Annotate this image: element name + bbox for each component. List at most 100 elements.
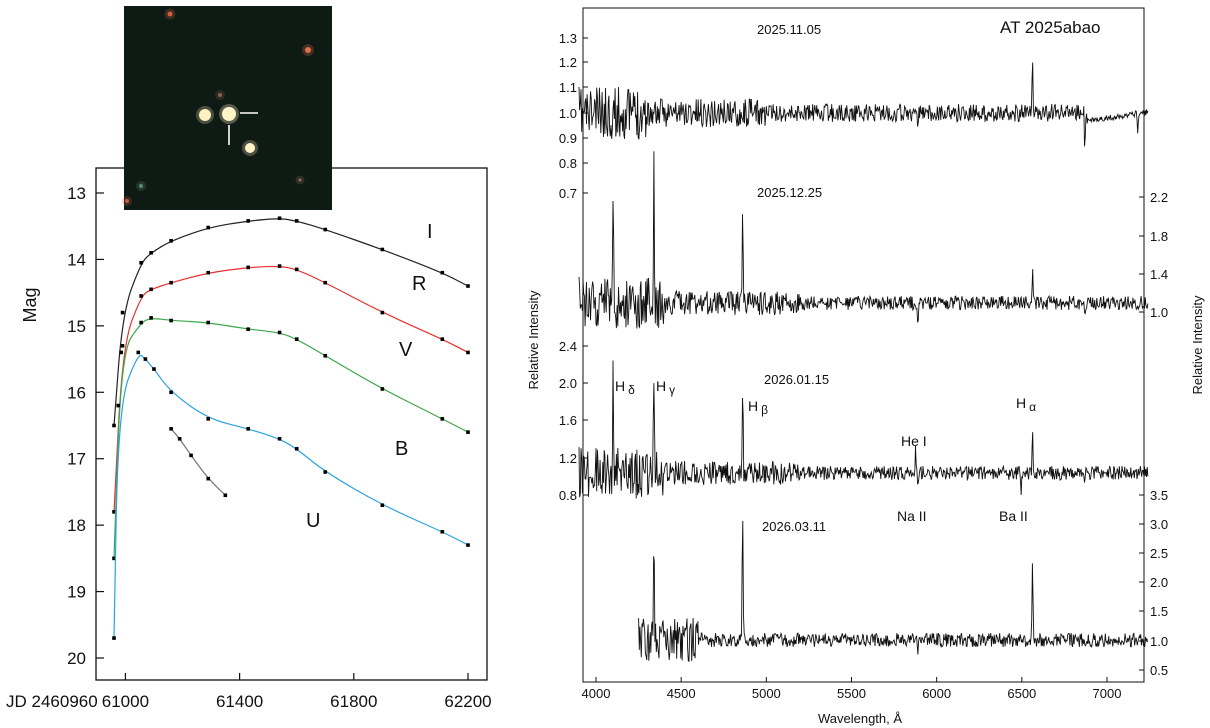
series-r-point bbox=[206, 270, 211, 275]
sky-image-inset bbox=[122, 6, 332, 210]
spectra-x-ticks: 4000 4500 5000 5500 6000 6500 7000 bbox=[582, 677, 1121, 701]
series-r-point bbox=[112, 510, 116, 514]
x-tick-label: 5500 bbox=[837, 686, 866, 701]
series-v-point bbox=[206, 320, 211, 325]
spectrum-date: 2025.12.25 bbox=[757, 185, 822, 200]
series-i-curve bbox=[113, 218, 469, 426]
sky-star bbox=[199, 109, 211, 121]
series-r-point bbox=[466, 350, 470, 355]
line-id-subscript: δ bbox=[628, 383, 635, 397]
x-axis-prefix: JD 2460960 bbox=[6, 692, 98, 711]
y-tick-label: 18 bbox=[67, 516, 86, 535]
y-tick-label: 1.4 bbox=[1150, 267, 1168, 282]
series-u-point bbox=[177, 436, 182, 441]
series-b-point bbox=[112, 636, 116, 640]
series-v-point bbox=[277, 330, 282, 335]
y-tick-label: 2.0 bbox=[1150, 575, 1168, 590]
sky-star bbox=[245, 143, 255, 153]
series-i-point bbox=[112, 423, 116, 428]
y-tick-label: 1.6 bbox=[559, 413, 577, 428]
y-tick-label: 2.2 bbox=[1150, 190, 1168, 205]
series-b-point bbox=[277, 436, 282, 441]
line-id-label: Ba II bbox=[999, 508, 1028, 524]
sky-star bbox=[218, 93, 222, 97]
series-b-point bbox=[143, 357, 148, 361]
series-b-point bbox=[440, 529, 445, 534]
series-b-point bbox=[206, 417, 211, 421]
y-tick-label: 1.0 bbox=[1150, 634, 1168, 649]
series-r-point bbox=[380, 310, 385, 315]
light-curve-y-label: Mag bbox=[20, 287, 40, 322]
y-tick-label: 20 bbox=[67, 649, 86, 668]
y-tick-label: 1.1 bbox=[559, 80, 577, 95]
y-tick-label: 17 bbox=[67, 450, 86, 469]
sky-star bbox=[167, 11, 173, 17]
light-curve-x-ticks: JD 2460960 61000 61400 61800 62200 bbox=[6, 673, 492, 711]
series-r-point bbox=[294, 267, 299, 272]
series-b-point bbox=[169, 390, 173, 395]
y-tick-label: 1.2 bbox=[559, 55, 577, 70]
x-tick-label: 6000 bbox=[922, 686, 951, 701]
y-tick-label: 1.8 bbox=[1150, 229, 1168, 244]
series-v-curve bbox=[113, 318, 469, 559]
series-b-point bbox=[294, 446, 299, 451]
line-id-subscript: β bbox=[761, 403, 768, 417]
y-tick-label: 2.5 bbox=[1150, 546, 1168, 561]
y-tick-label: 1.5 bbox=[1150, 604, 1168, 619]
sky-star bbox=[139, 184, 143, 188]
series-i-point bbox=[246, 219, 250, 223]
series-v-point bbox=[149, 316, 153, 320]
series-r-point bbox=[440, 337, 445, 341]
spectrum-trace bbox=[578, 360, 1149, 499]
series-u-point bbox=[223, 493, 228, 498]
y-tick-label: 1.0 bbox=[559, 106, 577, 121]
series-i-point bbox=[277, 216, 282, 221]
line-id-label: Na II bbox=[897, 508, 927, 524]
band-label-i: I bbox=[427, 221, 433, 243]
series-r-point bbox=[120, 343, 125, 348]
spectrum-trace bbox=[578, 151, 1149, 329]
line-id-subscript: γ bbox=[669, 383, 675, 397]
series-b-point bbox=[323, 470, 328, 474]
series-r-point bbox=[169, 280, 173, 285]
series-r-point bbox=[139, 294, 143, 298]
band-label-u: U bbox=[306, 510, 320, 532]
series-i-point bbox=[440, 270, 445, 275]
band-label-b: B bbox=[395, 438, 408, 460]
spectra-title: AT 2025abao bbox=[1000, 18, 1101, 37]
spectra-y-label-left: Relative Intensity bbox=[526, 290, 541, 389]
spectrum-trace bbox=[578, 62, 1149, 147]
target-star bbox=[222, 107, 236, 121]
series-i-point bbox=[323, 227, 328, 232]
y-tick-label: 2.0 bbox=[559, 376, 577, 391]
spectra-dates: 2025.11.05 2025.12.25 2026.01.15 2026.03.11 bbox=[757, 22, 829, 534]
y-tick-label: 1.2 bbox=[559, 451, 577, 466]
x-tick-label: 61400 bbox=[216, 692, 263, 711]
spectra-chart: 4000 4500 5000 5500 6000 6500 7000 1.31.21.11.… bbox=[526, 7, 1205, 726]
series-v-point bbox=[139, 320, 143, 325]
series-b-point bbox=[380, 503, 385, 508]
spectrum-date: 2025.11.05 bbox=[757, 22, 821, 37]
series-v-point bbox=[246, 327, 250, 331]
series-b-curve bbox=[113, 354, 469, 639]
series-v-point bbox=[323, 353, 328, 358]
light-curve-y-ticks: 13 14 15 16 17 18 19 20 bbox=[67, 184, 104, 668]
y-tick-label: 0.9 bbox=[559, 131, 577, 146]
series-r-point bbox=[323, 280, 328, 285]
series-i-point bbox=[120, 310, 125, 315]
y-tick-label: 0.7 bbox=[559, 186, 577, 201]
light-curve-frame bbox=[95, 167, 488, 681]
y-tick-label: 1.3 bbox=[559, 31, 577, 46]
y-tick-label: 0.8 bbox=[559, 488, 577, 503]
spectrum-trace bbox=[638, 520, 1148, 663]
sky-star bbox=[125, 199, 129, 203]
x-tick-label: 61800 bbox=[330, 692, 377, 711]
x-tick-label: 4500 bbox=[667, 686, 696, 701]
y-tick-label: 1.0 bbox=[1150, 305, 1168, 320]
y-tick-label: 19 bbox=[67, 583, 86, 602]
light-curve-series bbox=[112, 216, 470, 640]
series-b-point bbox=[246, 427, 250, 431]
series-u-point bbox=[169, 427, 173, 431]
